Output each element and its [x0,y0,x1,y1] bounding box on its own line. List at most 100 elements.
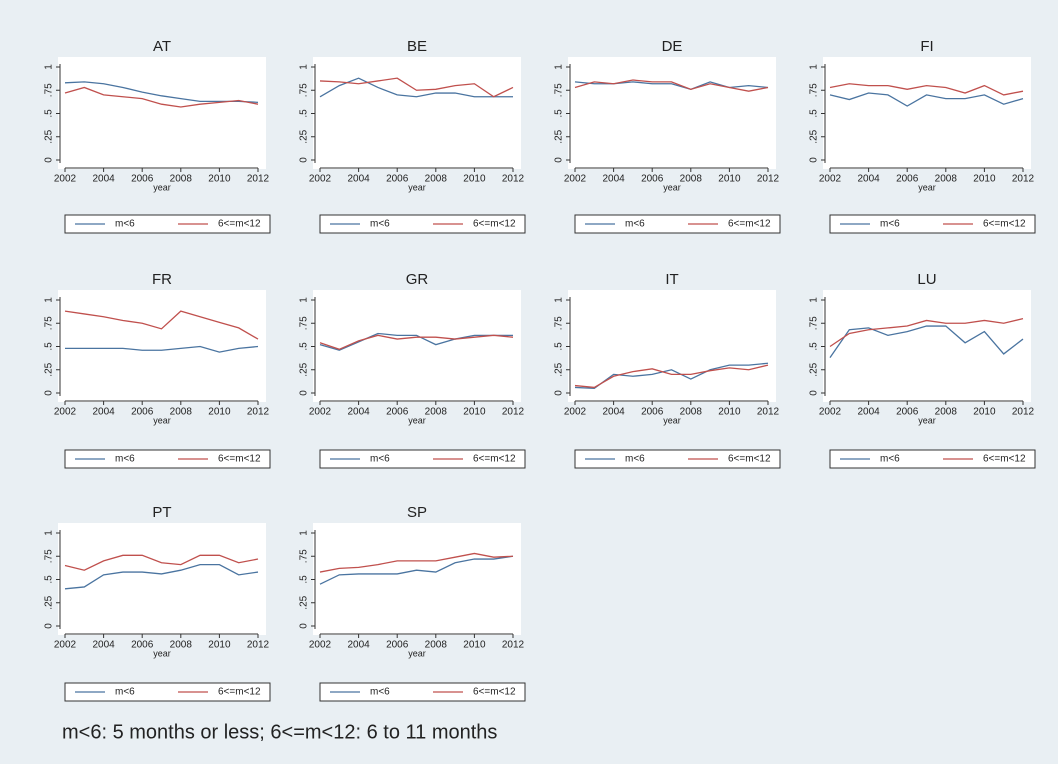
x-axis-label: year [408,648,426,658]
y-tick-label: .75 [299,316,310,330]
line [64,554,259,571]
y-tick-label: .5 [554,342,565,351]
y-tick-label: .5 [299,109,310,118]
legend-label: 6<=m<12 [218,219,261,230]
x-tick-label: 2008 [170,174,193,185]
x-tick-label: 2006 [386,640,409,651]
y-tick-label: .25 [44,129,55,143]
x-tick-label: 2012 [757,174,780,185]
y-tick-label: 0 [299,157,310,163]
x-tick-label: 2006 [641,174,664,185]
x-tick-label: 2002 [564,407,587,418]
legend-label: m<6 [880,454,900,465]
x-tick-label: 2010 [463,407,486,418]
y-tick-label: .75 [299,83,310,97]
plot-area [313,523,521,635]
x-tick-label: 2010 [208,640,231,651]
y-tick-label: .25 [299,362,310,376]
legend [319,214,526,234]
y-tick-label: 1 [44,530,55,536]
x-tick-label: 2002 [309,640,332,651]
y-tick-label: .25 [44,362,55,376]
line [829,92,1024,107]
x-tick-label: 2008 [425,640,448,651]
plot-area [823,57,1031,169]
x-tick-label: 2002 [54,407,77,418]
x-tick-label: 2004 [92,640,115,651]
x-tick-label: 2012 [247,407,270,418]
x-tick-label: 2008 [680,174,703,185]
line [829,325,1024,359]
x-tick-label: 2012 [502,407,525,418]
y-tick-label: 0 [44,390,55,396]
x-tick-label: 2010 [718,407,741,418]
x-tick-label: 2010 [208,407,231,418]
y-tick-label: .75 [809,316,820,330]
line [319,77,513,98]
x-tick-label: 2008 [170,407,193,418]
panel-title: AT [153,38,171,55]
y-tick-label: 1 [299,530,310,536]
y-tick-label: 1 [554,297,565,303]
plot-area [58,523,266,635]
x-tick-label: 2006 [386,407,409,418]
legend [574,214,781,234]
x-axis-label: year [663,415,681,425]
x-tick-label: 2004 [347,640,370,651]
legend-label: 6<=m<12 [983,454,1026,465]
y-tick-label: .5 [44,342,55,351]
y-tick-label: .5 [809,342,820,351]
x-tick-label: 2004 [602,407,625,418]
legend-label: m<6 [115,219,135,230]
x-tick-label: 2004 [857,407,880,418]
x-tick-label: 2010 [718,174,741,185]
x-tick-label: 2004 [92,407,115,418]
legend-label: 6<=m<12 [728,219,771,230]
line [319,332,513,351]
line [64,86,259,108]
x-tick-label: 2012 [757,407,780,418]
x-tick-label: 2008 [425,174,448,185]
panel-title: PT [152,504,171,521]
line [319,77,514,98]
footnote: m<6: 5 months or less; 6<=m<12: 6 to 11 … [62,721,497,743]
x-tick-label: 2010 [973,407,996,418]
y-tick-label: .5 [299,575,310,584]
x-tick-label: 2002 [309,174,332,185]
x-axis-label: year [663,182,681,192]
legend-label: 6<=m<12 [218,687,261,698]
panel-title: IT [665,271,678,288]
plot-area [313,57,521,169]
y-tick-label: 1 [809,64,820,70]
y-tick-label: .25 [809,129,820,143]
y-tick-label: .5 [44,575,55,584]
legend-label: m<6 [115,454,135,465]
y-tick-label: .25 [554,129,565,143]
x-tick-label: 2006 [131,174,154,185]
x-axis-label: year [153,648,171,658]
x-tick-label: 2010 [463,640,486,651]
panel-title: LU [917,271,936,288]
y-tick-label: 1 [44,64,55,70]
legend-label: 6<=m<12 [473,219,516,230]
x-tick-label: 2006 [131,640,154,651]
x-tick-label: 2010 [973,174,996,185]
x-tick-label: 2002 [309,407,332,418]
legend-label: 6<=m<12 [473,687,516,698]
y-tick-label: .5 [299,342,310,351]
y-tick-label: .75 [809,83,820,97]
line [64,310,259,340]
y-tick-label: .75 [44,83,55,97]
x-tick-label: 2012 [1012,174,1035,185]
x-tick-label: 2012 [502,174,525,185]
x-axis-label: year [918,182,936,192]
x-tick-label: 2008 [425,407,448,418]
y-tick-label: 1 [299,297,310,303]
y-tick-label: .75 [44,549,55,563]
x-tick-label: 2004 [602,174,625,185]
y-tick-label: 0 [809,390,820,396]
y-tick-label: 0 [299,623,310,629]
legend-label: m<6 [370,219,390,230]
legend [319,682,526,702]
